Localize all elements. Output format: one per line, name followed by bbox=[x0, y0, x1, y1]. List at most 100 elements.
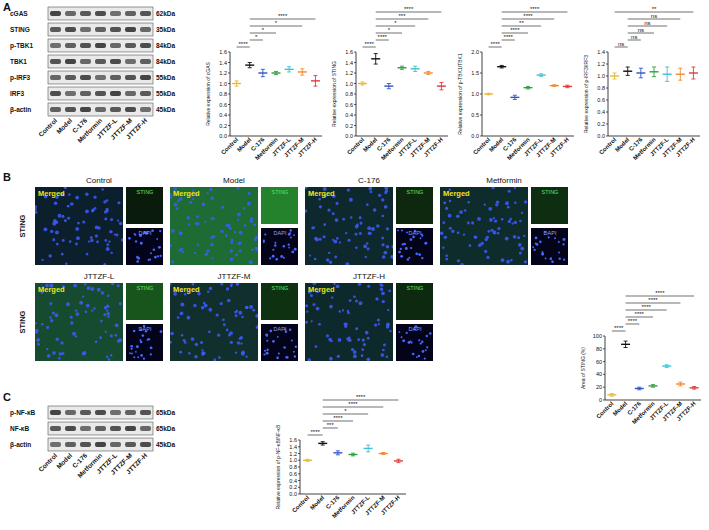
significance-label: ns bbox=[631, 34, 637, 40]
nucleus bbox=[133, 356, 135, 358]
nucleus bbox=[402, 243, 404, 245]
nucleus bbox=[347, 310, 349, 312]
nucleus bbox=[48, 254, 51, 257]
nucleus bbox=[424, 358, 426, 360]
nucleus bbox=[310, 294, 313, 297]
mean-line bbox=[411, 68, 420, 69]
nucleus bbox=[244, 224, 247, 227]
nucleus bbox=[294, 355, 296, 357]
nucleus bbox=[381, 215, 384, 218]
nucleus bbox=[148, 338, 150, 340]
nucleus bbox=[86, 253, 89, 256]
blot-band bbox=[125, 59, 136, 64]
error-cap bbox=[366, 451, 370, 452]
nucleus bbox=[390, 255, 393, 259]
nucleus bbox=[148, 259, 150, 261]
nucleus bbox=[263, 353, 265, 355]
blot-band bbox=[140, 107, 151, 112]
y-tick bbox=[480, 136, 482, 137]
mean-line bbox=[563, 86, 572, 87]
size-label: 35kDa bbox=[156, 26, 176, 33]
nucleus bbox=[377, 318, 380, 321]
nucleus bbox=[345, 232, 347, 234]
error-cap bbox=[336, 454, 340, 455]
mean-line bbox=[285, 69, 294, 70]
nucleus bbox=[103, 313, 106, 316]
y-tick-label: 1.0 bbox=[471, 91, 479, 97]
channel-image bbox=[396, 228, 433, 265]
error-cap bbox=[287, 71, 291, 72]
error-cap bbox=[413, 66, 417, 67]
mean-line bbox=[650, 71, 659, 72]
y-tick-label: 0.6 bbox=[219, 102, 227, 108]
nucleus bbox=[230, 258, 234, 262]
nucleus bbox=[382, 300, 385, 303]
nucleus bbox=[211, 197, 214, 200]
significance-label: **** bbox=[510, 27, 520, 33]
nucleus bbox=[52, 222, 56, 226]
size-label: 45kDa bbox=[156, 441, 176, 448]
nucleus bbox=[418, 355, 421, 358]
y-tick-label: 1.0 bbox=[289, 457, 297, 463]
nucleus bbox=[311, 226, 314, 229]
nucleus bbox=[203, 302, 206, 305]
y-tick bbox=[606, 124, 608, 125]
nucleus bbox=[480, 242, 483, 245]
nucleus bbox=[255, 247, 258, 251]
nucleus bbox=[46, 326, 49, 329]
nucleus bbox=[225, 234, 228, 237]
blot-band bbox=[125, 426, 136, 431]
blot-band bbox=[95, 107, 106, 112]
nucleus bbox=[230, 285, 233, 288]
blot-band bbox=[50, 91, 61, 96]
error-cap bbox=[287, 66, 291, 67]
significance-label: **** bbox=[614, 325, 624, 331]
nucleus bbox=[486, 256, 489, 259]
nucleus bbox=[382, 349, 385, 352]
merged-image bbox=[170, 187, 258, 265]
blot-strip bbox=[48, 7, 153, 20]
nucleus bbox=[272, 249, 274, 251]
y-tick bbox=[354, 73, 356, 74]
panel-letter: B bbox=[3, 171, 11, 183]
nucleus bbox=[104, 239, 107, 242]
y-tick bbox=[298, 467, 300, 468]
mean-line bbox=[311, 80, 320, 81]
blot-strip bbox=[48, 438, 153, 451]
blot-band bbox=[140, 442, 151, 447]
protein-label: β-actin bbox=[10, 441, 31, 449]
nucleus bbox=[327, 208, 330, 211]
size-label: 84kDa bbox=[156, 58, 176, 65]
nucleus bbox=[210, 243, 213, 246]
nucleus bbox=[541, 252, 544, 255]
nucleus bbox=[117, 219, 119, 221]
error-cap bbox=[361, 85, 365, 86]
nucleus bbox=[456, 214, 460, 218]
nucleus bbox=[535, 242, 537, 244]
nucleus bbox=[226, 329, 229, 332]
nucleus bbox=[237, 341, 241, 345]
nucleus bbox=[248, 192, 251, 195]
nucleus bbox=[328, 338, 332, 342]
error-cap bbox=[513, 95, 517, 96]
nucleus bbox=[342, 218, 345, 221]
merged-image bbox=[440, 187, 528, 265]
nucleus bbox=[381, 237, 384, 240]
nucleus bbox=[70, 316, 73, 319]
merged-image bbox=[305, 283, 393, 361]
lane-label: JTTZF-H bbox=[125, 117, 149, 141]
y-tick bbox=[228, 94, 230, 95]
nucleus bbox=[384, 187, 388, 190]
nucleus bbox=[426, 346, 428, 348]
marks bbox=[358, 54, 446, 90]
nucleus bbox=[345, 322, 348, 325]
y-axis-title: Relative expression of STING bbox=[331, 61, 337, 127]
blot-band bbox=[65, 43, 76, 48]
y-tick-label: 0.4 bbox=[597, 109, 605, 115]
nucleus bbox=[330, 340, 333, 343]
nucleus bbox=[518, 243, 522, 247]
y-axis bbox=[605, 336, 606, 400]
nucleus bbox=[35, 322, 37, 325]
significance-label: ** bbox=[652, 6, 657, 12]
nucleus bbox=[467, 222, 470, 225]
